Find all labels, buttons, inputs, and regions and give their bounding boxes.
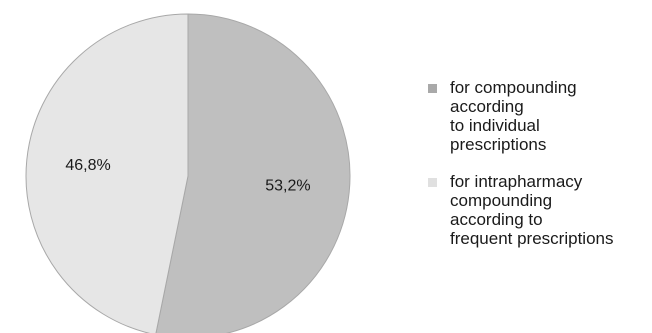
legend: for compounding according to individual … <box>428 78 652 266</box>
legend-item-frequent-prescriptions: for intrapharmacy compounding according … <box>428 172 652 248</box>
data-label-frequent-prescriptions: 46,8% <box>65 157 110 174</box>
pie-slice-frequent-prescriptions <box>25 13 189 333</box>
pie-labels: 53,2% 46,8% <box>65 157 310 194</box>
data-label-individual-prescriptions: 53,2% <box>265 177 310 194</box>
pie-slice-individual-prescriptions <box>155 13 351 333</box>
pie-slices <box>25 13 351 333</box>
legend-item-individual-prescriptions: for compounding according to individual … <box>428 78 652 154</box>
legend-swatch-individual-prescriptions <box>428 84 437 93</box>
legend-swatch-frequent-prescriptions <box>428 178 437 187</box>
legend-label-frequent-prescriptions: for intrapharmacy compounding according … <box>450 172 614 248</box>
legend-label-individual-prescriptions: for compounding according to individual … <box>450 78 577 154</box>
